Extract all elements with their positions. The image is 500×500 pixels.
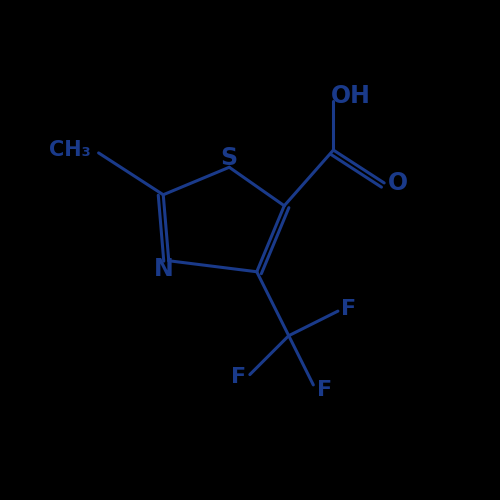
- Text: N: N: [154, 257, 174, 281]
- Text: CH₃: CH₃: [50, 140, 91, 160]
- Text: F: F: [232, 367, 246, 387]
- Text: O: O: [388, 171, 408, 195]
- Text: F: F: [317, 380, 332, 400]
- Text: S: S: [220, 146, 238, 170]
- Text: F: F: [342, 298, 356, 318]
- Text: OH: OH: [331, 84, 371, 108]
